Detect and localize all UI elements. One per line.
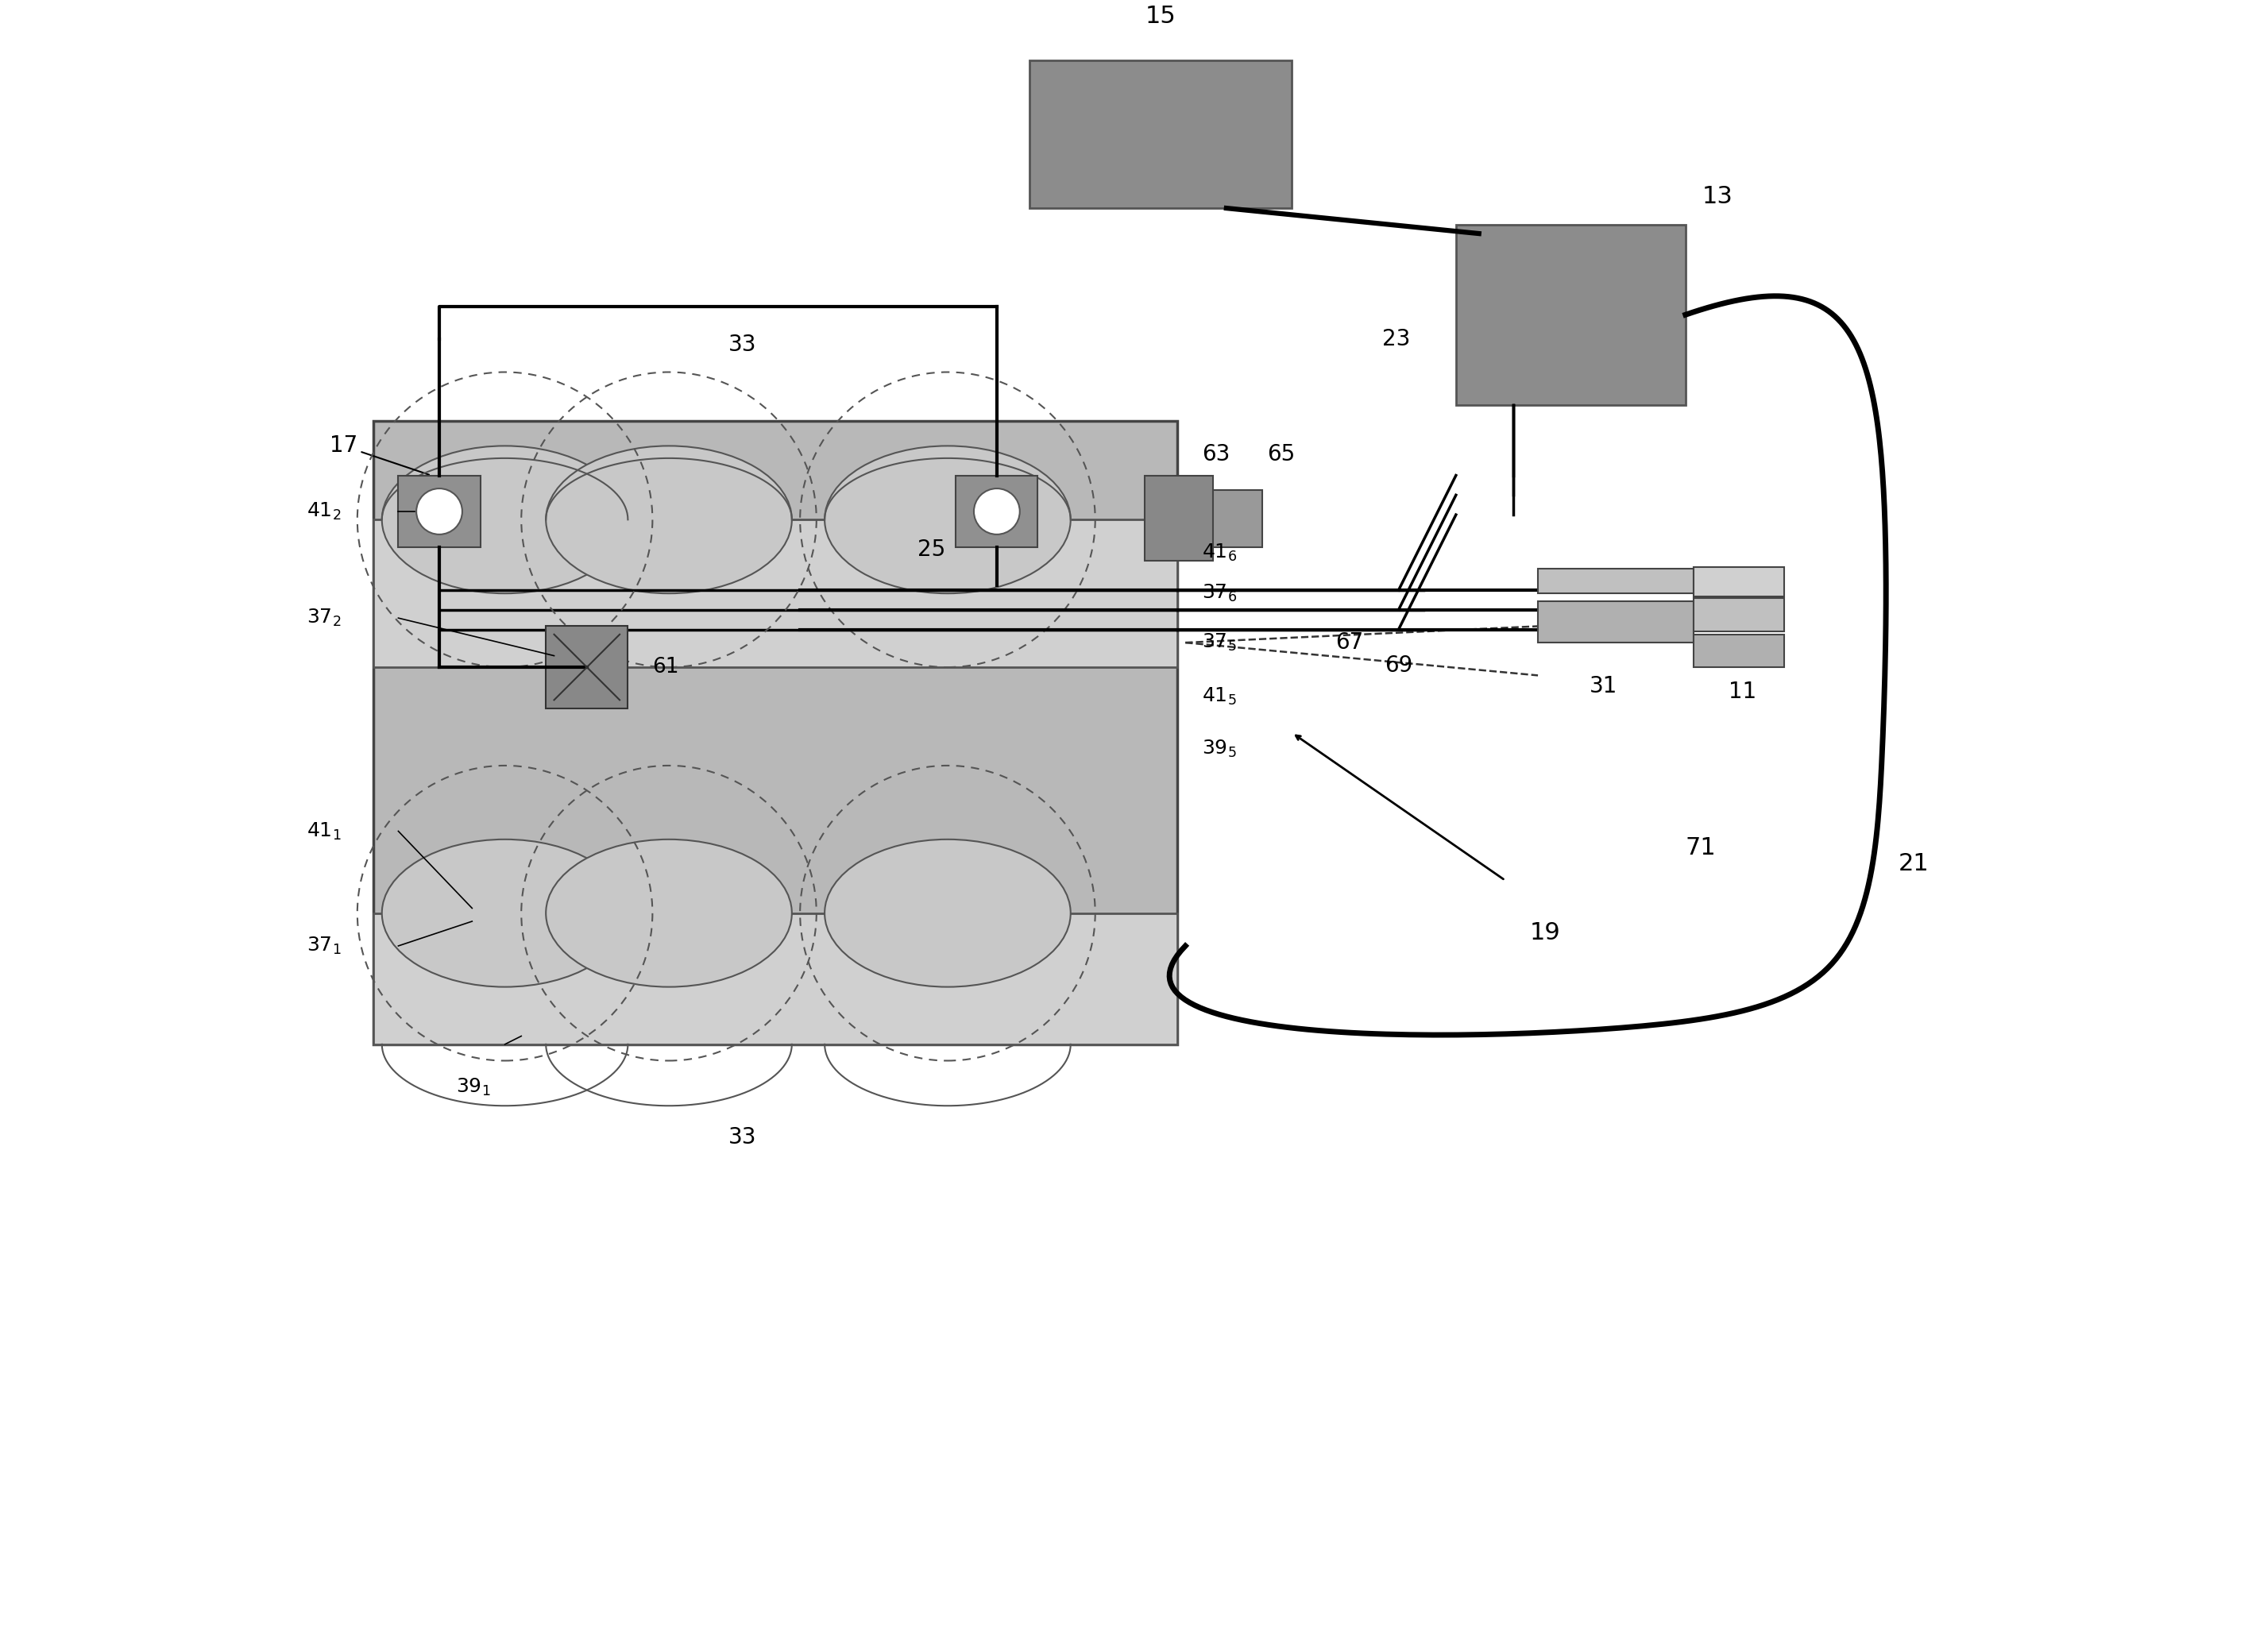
- Bar: [374, 421, 1178, 1044]
- Text: $41_1$: $41_1$: [307, 821, 341, 841]
- Text: 11: 11: [1728, 681, 1757, 702]
- Ellipse shape: [546, 446, 792, 593]
- Text: 65: 65: [1268, 443, 1295, 466]
- Bar: [374, 914, 1178, 1044]
- Text: 17: 17: [329, 434, 429, 474]
- Bar: [957, 476, 1038, 547]
- Text: 23: 23: [1383, 329, 1410, 350]
- Ellipse shape: [546, 839, 792, 986]
- Text: 21: 21: [1900, 852, 1929, 876]
- Text: $41_5$: $41_5$: [1202, 686, 1236, 707]
- Text: 25: 25: [918, 539, 945, 560]
- Text: 13: 13: [1701, 185, 1733, 208]
- Circle shape: [417, 489, 462, 534]
- Text: 15: 15: [1146, 5, 1175, 28]
- Text: 33: 33: [729, 334, 756, 355]
- Text: 63: 63: [1202, 443, 1230, 466]
- Circle shape: [975, 489, 1020, 534]
- Text: $41_6$: $41_6$: [1202, 542, 1236, 563]
- Bar: [1214, 491, 1263, 547]
- Text: $41_2$: $41_2$: [307, 501, 341, 522]
- Text: $39_5$: $39_5$: [1202, 738, 1236, 760]
- Text: 33: 33: [729, 1127, 756, 1148]
- Bar: [399, 476, 481, 547]
- Bar: [1694, 634, 1784, 667]
- Ellipse shape: [826, 446, 1072, 593]
- Ellipse shape: [381, 839, 627, 986]
- Bar: [1144, 476, 1214, 560]
- Text: 67: 67: [1336, 631, 1363, 654]
- Bar: [374, 520, 1178, 667]
- Text: 31: 31: [1590, 676, 1618, 697]
- Ellipse shape: [381, 446, 627, 593]
- Text: 71: 71: [1685, 836, 1717, 859]
- Bar: [546, 626, 627, 709]
- Bar: [1694, 567, 1784, 596]
- Text: $37_5$: $37_5$: [1202, 633, 1236, 653]
- Ellipse shape: [826, 839, 1072, 986]
- Bar: [1539, 601, 1694, 643]
- Text: $37_6$: $37_6$: [1202, 583, 1236, 605]
- Text: 19: 19: [1530, 922, 1561, 945]
- Bar: [1029, 61, 1293, 208]
- Text: $39_1$: $39_1$: [456, 1077, 490, 1099]
- Text: $37_1$: $37_1$: [307, 935, 341, 957]
- Bar: [1694, 598, 1784, 631]
- Text: $37_2$: $37_2$: [307, 608, 341, 628]
- Bar: [1539, 568, 1694, 593]
- Text: 61: 61: [652, 657, 679, 677]
- Bar: [1455, 225, 1685, 405]
- Text: 69: 69: [1385, 654, 1412, 676]
